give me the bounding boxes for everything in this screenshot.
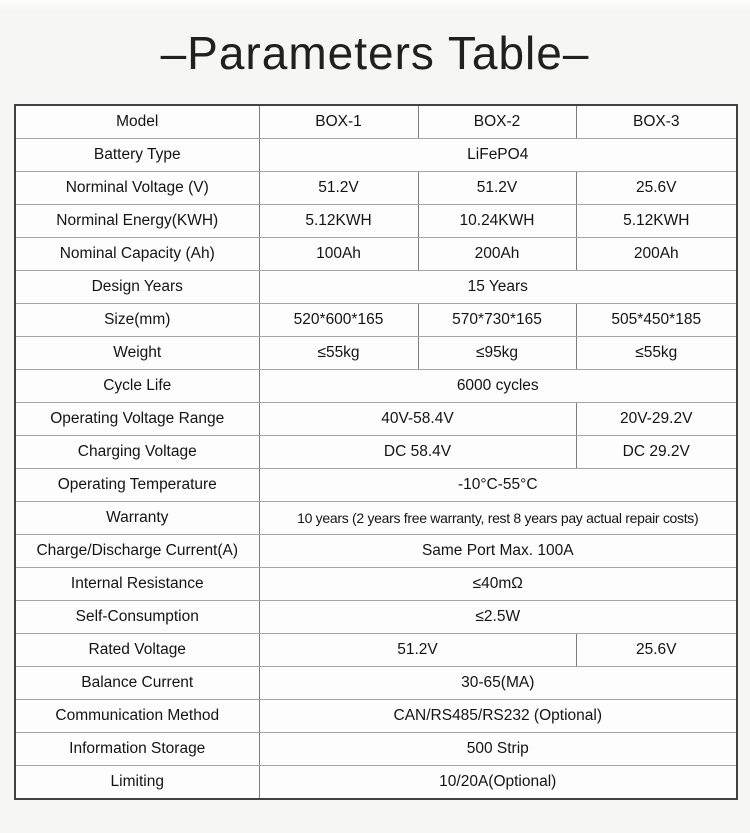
row-label: Operating Temperature — [14, 468, 260, 502]
table-row-operating-temperature: Operating Temperature -10°C-55°C — [14, 468, 738, 502]
row-value: 10 years (2 years free warranty, rest 8 … — [258, 501, 738, 535]
table-row-warranty: Warranty 10 years (2 years free warranty… — [14, 501, 738, 535]
row-value-box2: ≤95kg — [417, 336, 577, 370]
row-value-box2: 200Ah — [417, 237, 577, 271]
parameters-table: Model BOX-1 BOX-2 BOX-3 Battery Type LiF… — [14, 104, 738, 800]
row-label: Internal Resistance — [14, 567, 260, 601]
row-label: Self-Consumption — [14, 600, 260, 634]
row-value-box3: 20V-29.2V — [575, 402, 738, 436]
row-label: Battery Type — [14, 138, 260, 172]
row-value-box1: ≤55kg — [258, 336, 419, 370]
column-header-box1: BOX-1 — [258, 104, 419, 139]
row-value: 30-65(MA) — [258, 666, 738, 700]
row-label: Norminal Energy(KWH) — [14, 204, 260, 238]
row-value: 6000 cycles — [258, 369, 738, 403]
row-value-box1-box2: 51.2V — [258, 633, 577, 667]
row-value-box1: 520*600*165 — [258, 303, 419, 337]
table-row-charge-discharge-current: Charge/Discharge Current(A) Same Port Ma… — [14, 534, 738, 568]
row-label: Limiting — [14, 765, 260, 800]
table-row-norminal-voltage: Norminal Voltage (V) 51.2V 51.2V 25.6V — [14, 171, 738, 205]
row-value: 10/20A(Optional) — [258, 765, 738, 800]
row-label: Model — [14, 104, 260, 139]
row-label: Information Storage — [14, 732, 260, 766]
table-row-information-storage: Information Storage 500 Strip — [14, 732, 738, 766]
table-row-cycle-life: Cycle Life 6000 cycles — [14, 369, 738, 403]
row-label: Cycle Life — [14, 369, 260, 403]
row-label: Charge/Discharge Current(A) — [14, 534, 260, 568]
row-label: Design Years — [14, 270, 260, 304]
row-value: LiFePO4 — [258, 138, 738, 172]
row-value-box3: DC 29.2V — [575, 435, 738, 469]
row-label: Norminal Voltage (V) — [14, 171, 260, 205]
table-row-weight: Weight ≤55kg ≤95kg ≤55kg — [14, 336, 738, 370]
page-title: –Parameters Table– — [160, 27, 590, 79]
row-value-box3: 200Ah — [575, 237, 738, 271]
table-row-design-years: Design Years 15 Years — [14, 270, 738, 304]
table-row-rated-voltage: Rated Voltage 51.2V 25.6V — [14, 633, 738, 667]
row-value-box1: 5.12KWH — [258, 204, 419, 238]
table-row-balance-current: Balance Current 30-65(MA) — [14, 666, 738, 700]
row-label: Rated Voltage — [14, 633, 260, 667]
row-value: Same Port Max. 100A — [258, 534, 738, 568]
row-value: ≤40mΩ — [258, 567, 738, 601]
table-row-norminal-energy: Norminal Energy(KWH) 5.12KWH 10.24KWH 5.… — [14, 204, 738, 238]
row-value-box2: 570*730*165 — [417, 303, 577, 337]
table-row-operating-voltage-range: Operating Voltage Range 40V-58.4V 20V-29… — [14, 402, 738, 436]
row-value-box3: 25.6V — [575, 171, 738, 205]
row-label: Weight — [14, 336, 260, 370]
row-label: Charging Voltage — [14, 435, 260, 469]
table-row-self-consumption: Self-Consumption ≤2.5W — [14, 600, 738, 634]
row-value-box2: 10.24KWH — [417, 204, 577, 238]
row-value-box1-box2: DC 58.4V — [258, 435, 577, 469]
row-value: 15 Years — [258, 270, 738, 304]
row-label: Warranty — [14, 501, 260, 535]
table-row-limiting: Limiting 10/20A(Optional) — [14, 765, 738, 800]
row-value: 500 Strip — [258, 732, 738, 766]
column-header-box2: BOX-2 — [417, 104, 577, 139]
row-value-box1: 100Ah — [258, 237, 419, 271]
table-row-nominal-capacity: Nominal Capacity (Ah) 100Ah 200Ah 200Ah — [14, 237, 738, 271]
table-row-communication-method: Communication Method CAN/RS485/RS232 (Op… — [14, 699, 738, 733]
row-label: Balance Current — [14, 666, 260, 700]
row-value-box3: 25.6V — [575, 633, 738, 667]
row-value-box1: 51.2V — [258, 171, 419, 205]
row-label: Size(mm) — [14, 303, 260, 337]
row-value: ≤2.5W — [258, 600, 738, 634]
row-label: Communication Method — [14, 699, 260, 733]
row-value-box1-box2: 40V-58.4V — [258, 402, 577, 436]
row-label: Nominal Capacity (Ah) — [14, 237, 260, 271]
table-row-internal-resistance: Internal Resistance ≤40mΩ — [14, 567, 738, 601]
page-top-highlight — [0, 0, 750, 12]
row-value-box2: 51.2V — [417, 171, 577, 205]
row-value-box3: ≤55kg — [575, 336, 738, 370]
table-row-model: Model BOX-1 BOX-2 BOX-3 — [14, 104, 738, 139]
row-value-box3: 505*450*185 — [575, 303, 738, 337]
row-value-box3: 5.12KWH — [575, 204, 738, 238]
row-value: -10°C-55°C — [258, 468, 738, 502]
table-row-battery-type: Battery Type LiFePO4 — [14, 138, 738, 172]
table-row-charging-voltage: Charging Voltage DC 58.4V DC 29.2V — [14, 435, 738, 469]
row-value: CAN/RS485/RS232 (Optional) — [258, 699, 738, 733]
table-row-size: Size(mm) 520*600*165 570*730*165 505*450… — [14, 303, 738, 337]
column-header-box3: BOX-3 — [575, 104, 738, 139]
row-label: Operating Voltage Range — [14, 402, 260, 436]
